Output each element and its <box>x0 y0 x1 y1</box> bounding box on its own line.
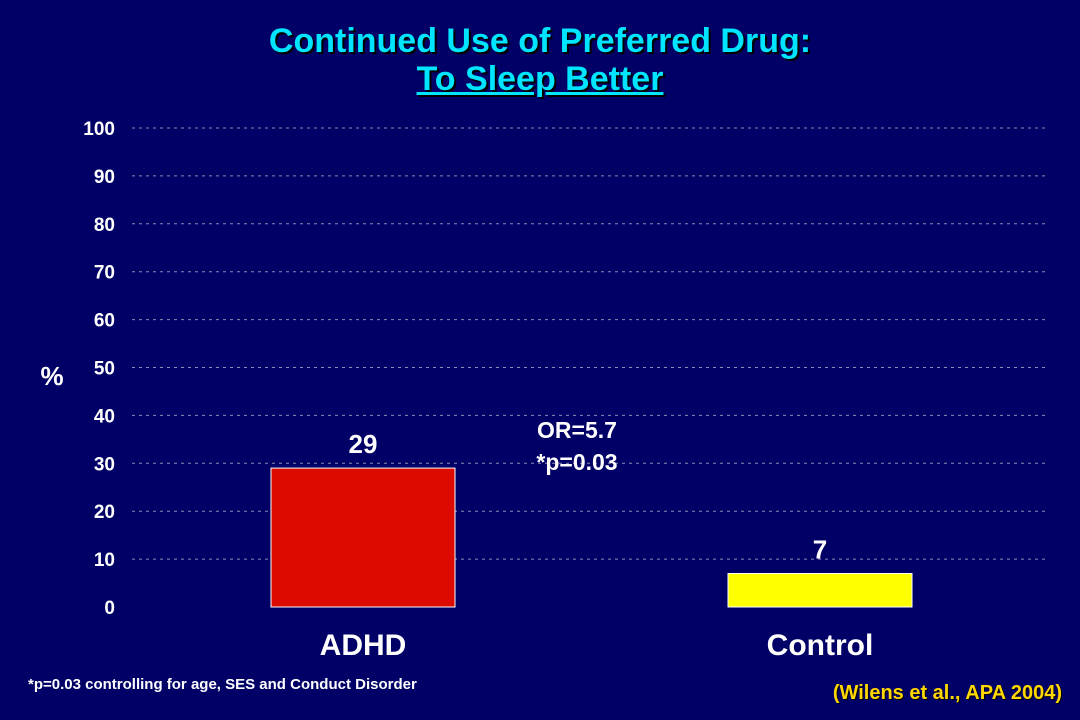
y-tick-label: 0 <box>104 598 115 619</box>
y-tick-label: 60 <box>94 311 115 332</box>
chart-title: Continued Use of Preferred Drug: <box>268 22 812 60</box>
y-tick-label: 50 <box>94 359 115 380</box>
bar-value-label: 29 <box>349 429 378 459</box>
y-tick-label: 90 <box>94 167 115 188</box>
x-category-label: Control <box>767 629 874 662</box>
y-tick-label: 100 <box>83 119 115 140</box>
citation: (Wilens et al., APA 2004) <box>832 682 1062 704</box>
stat-annotation: OR=5.7 <box>537 417 617 443</box>
bar-control <box>727 572 913 608</box>
y-tick-label: 10 <box>94 550 115 571</box>
footnote: *p=0.03 controlling for age, SES and Con… <box>28 676 417 693</box>
y-axis-label: % <box>40 361 63 391</box>
y-tick-label: 40 <box>94 406 115 427</box>
bar-value-label: 7 <box>813 534 827 564</box>
stat-annotation: *p=0.03 <box>536 449 617 475</box>
y-tick-label: 20 <box>94 502 115 523</box>
y-tick-label: 30 <box>94 454 115 475</box>
chart-title-block: Continued Use of Preferred Drug: To Slee… <box>0 22 1080 98</box>
chart-subtitle: To Sleep Better <box>416 60 664 98</box>
x-category-label: ADHD <box>320 629 407 662</box>
y-tick-label: 80 <box>94 215 115 236</box>
bar-adhd <box>270 467 456 608</box>
y-tick-label: 70 <box>94 263 115 284</box>
